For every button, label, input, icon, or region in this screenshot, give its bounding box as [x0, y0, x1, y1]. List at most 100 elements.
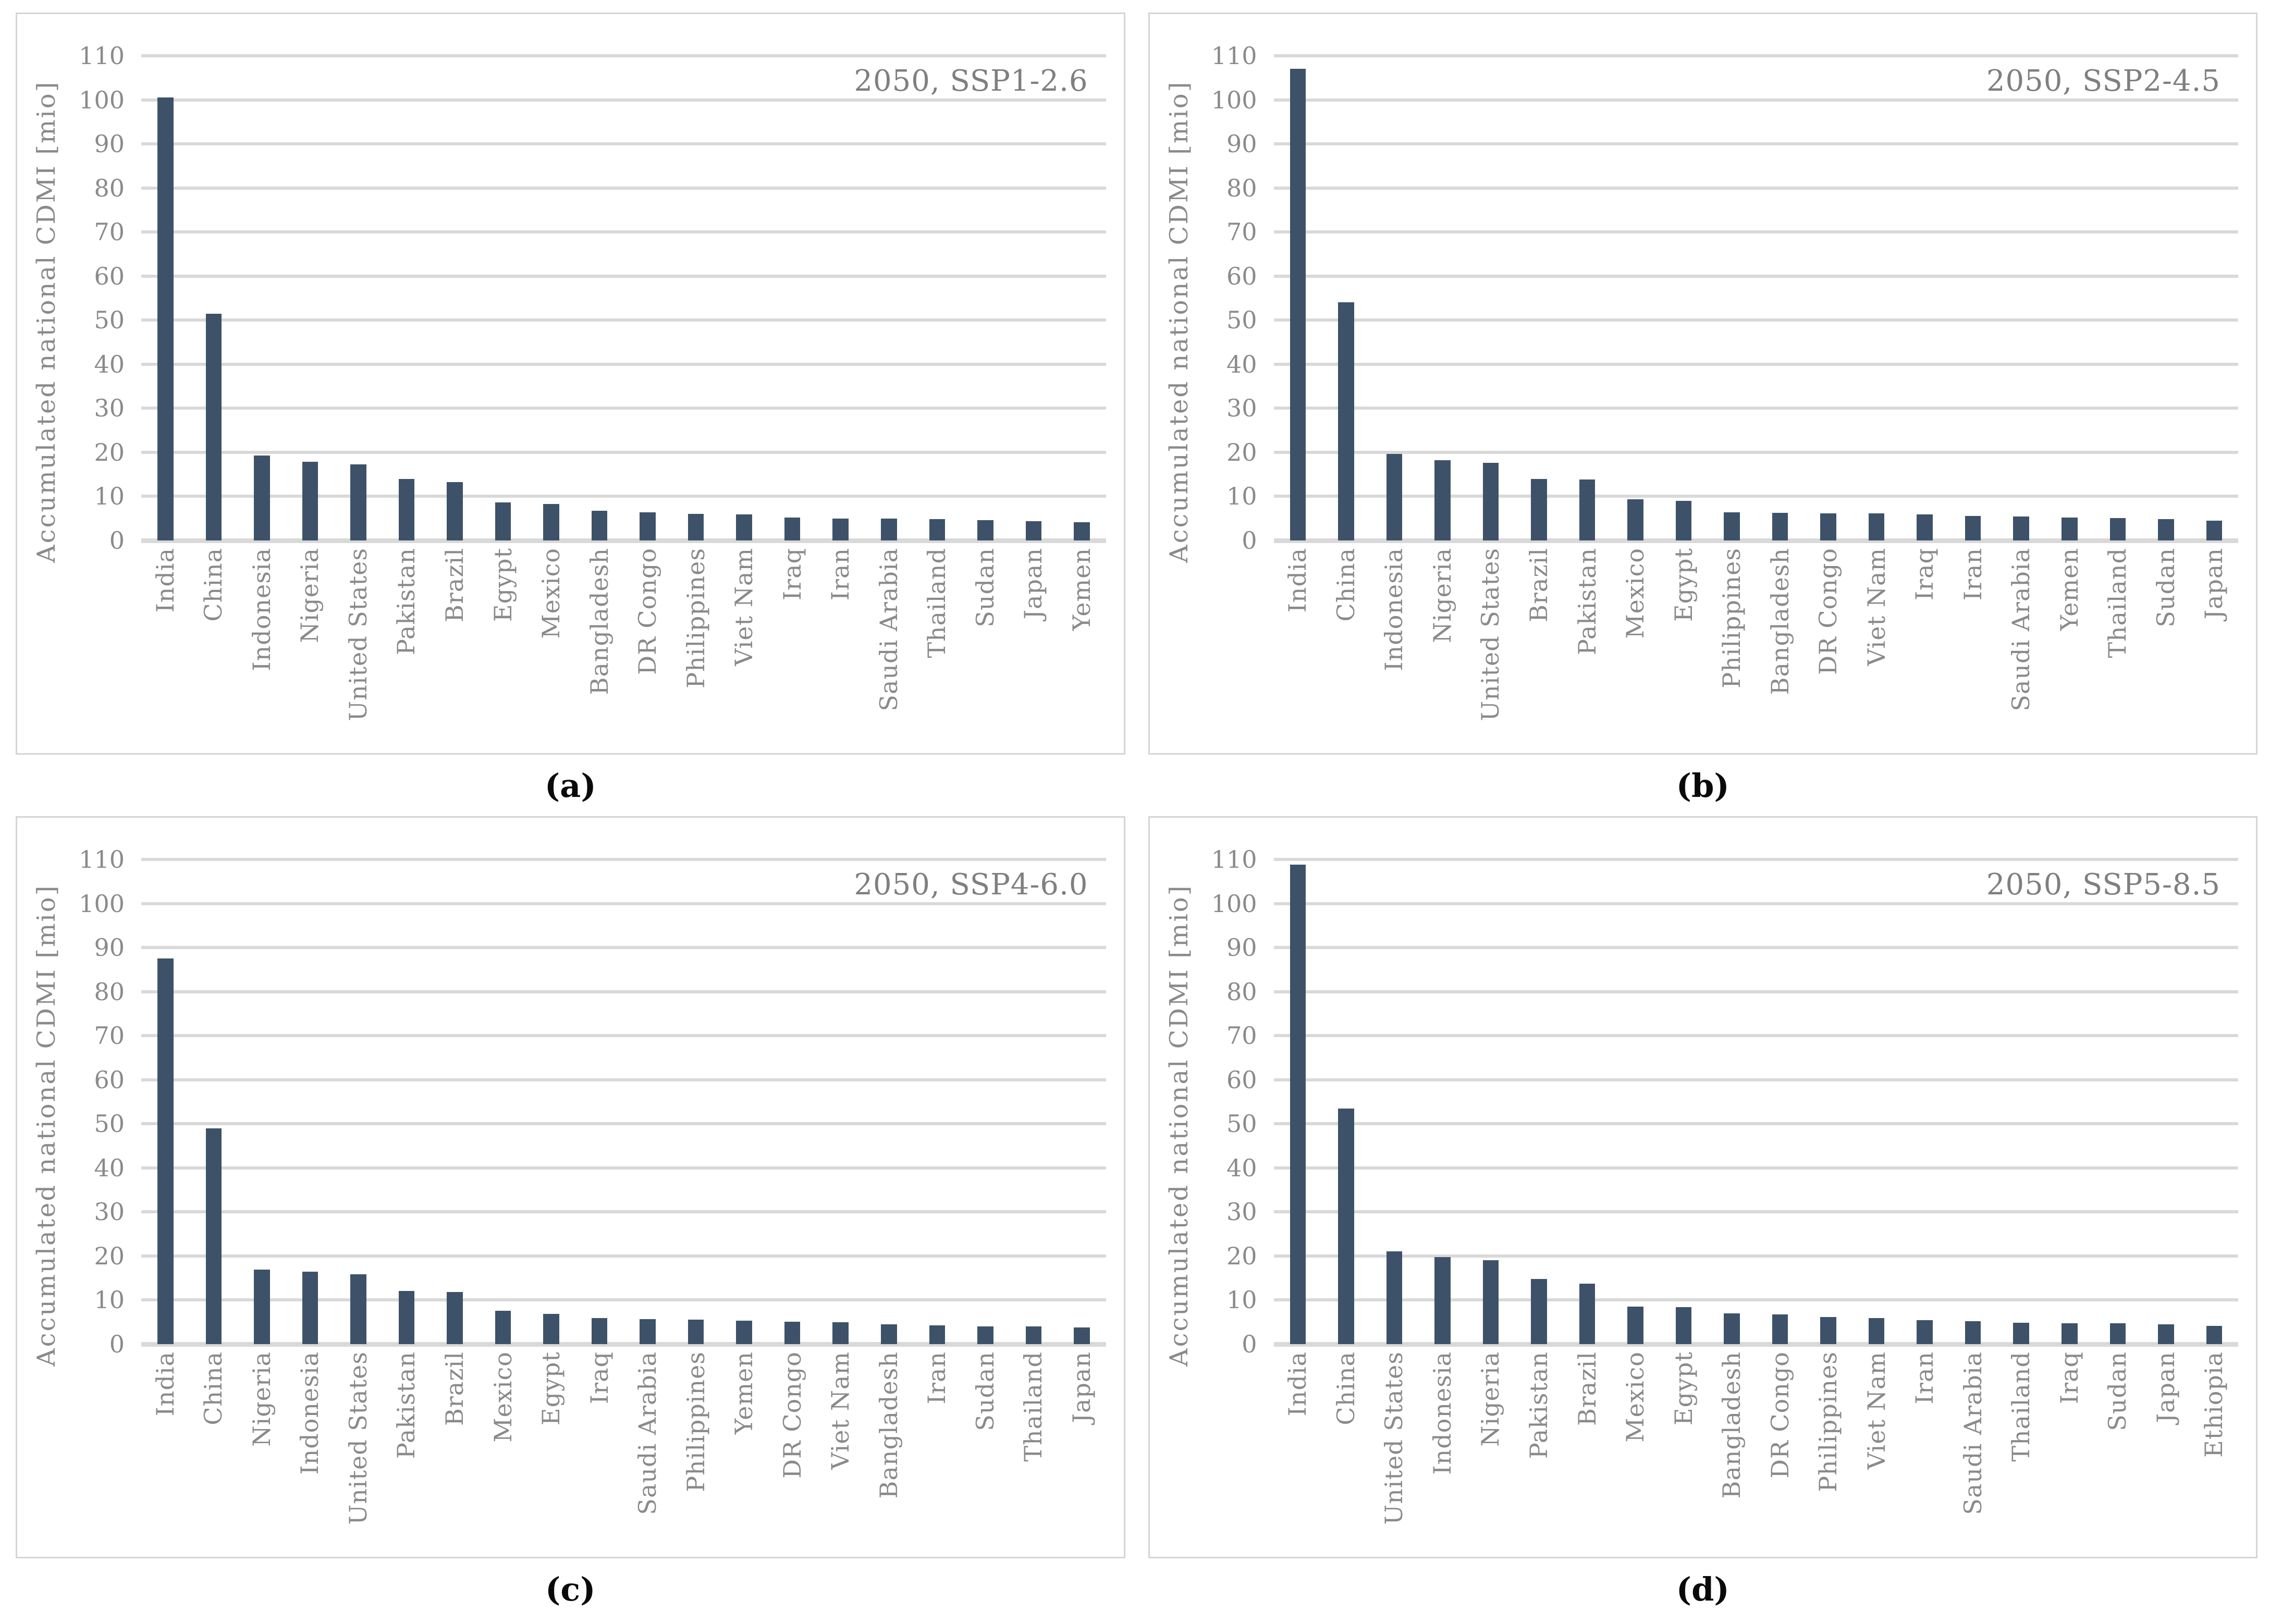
- bar-United States: [350, 1274, 366, 1344]
- bar-Saudi Arabia: [1965, 1321, 1981, 1344]
- x-slot: Bangladesh: [865, 1344, 913, 1551]
- bars: [141, 56, 1106, 540]
- gridline-30: [1273, 407, 2238, 410]
- x-category-label: Ethiopia: [2200, 1351, 2228, 1458]
- x-category-label: Nigeria: [1476, 1351, 1505, 1447]
- x-category-label: Thailand: [923, 548, 951, 658]
- bar-slot-Yemen: [2045, 56, 2094, 540]
- bar-slot-Pakistan: [1563, 56, 1612, 540]
- x-slot: Thailand: [2094, 540, 2142, 747]
- gridline-60: [141, 274, 1106, 278]
- x-category-label: United States: [343, 1351, 372, 1525]
- bar-Thailand: [2013, 1322, 2029, 1344]
- y-tick-label: 30: [94, 394, 125, 423]
- bar-Brazil: [447, 1292, 463, 1344]
- x-category-label: India: [151, 548, 179, 613]
- bar-Iraq: [591, 1318, 608, 1344]
- bar-slot-India: [141, 859, 190, 1344]
- x-category-label: Nigeria: [1428, 548, 1456, 643]
- x-category-label: China: [1331, 1351, 1360, 1425]
- y-tick-label: 70: [94, 1022, 125, 1050]
- bar-slot-Sudan: [2094, 859, 2142, 1344]
- x-category-label: Mexico: [488, 1351, 517, 1443]
- x-axis-labels: India China Indonesia Nigeria United States B…: [1274, 540, 2239, 747]
- x-category-label: United States: [1380, 1351, 1408, 1525]
- x-slot: India: [1274, 540, 1322, 747]
- bar-Nigeria: [1434, 460, 1451, 540]
- y-tick-label: 80: [1226, 174, 1257, 202]
- y-tick-label: 100: [1211, 889, 1257, 918]
- bar-Brazil: [447, 482, 463, 540]
- panel-cell-b: Accumulated national CDMI [mio] 110 100 90 8…: [1148, 13, 2257, 816]
- bar-slot-Brazil: [431, 56, 479, 540]
- gridline-110: [1273, 54, 2238, 57]
- bar-slot-DR Congo: [623, 56, 672, 540]
- bar-Sudan: [977, 520, 993, 540]
- bar-Indonesia: [1386, 454, 1403, 540]
- x-slot: Ethiopia: [2190, 1344, 2239, 1551]
- x-category-label: China: [199, 548, 228, 622]
- y-tick-label: 110: [1211, 42, 1257, 70]
- gridline-110: [141, 54, 1106, 57]
- gridline-80: [141, 186, 1106, 190]
- bar-slot-Nigeria: [286, 56, 335, 540]
- bar-slot-Thailand: [1997, 859, 2045, 1344]
- x-category-label: China: [199, 1351, 228, 1425]
- bar-Philippines: [1820, 1317, 1836, 1344]
- bar-slot-Mexico: [1611, 859, 1660, 1344]
- bar-Philippines: [688, 514, 704, 540]
- y-tick-label: 60: [1226, 262, 1257, 290]
- y-tick-label: 70: [1226, 218, 1257, 247]
- x-category-label: India: [1283, 1351, 1312, 1417]
- x-category-label: Indonesia: [247, 548, 276, 671]
- y-tick-label: 110: [79, 42, 125, 70]
- x-category-label: Thailand: [2103, 548, 2132, 658]
- y-tick-label: 50: [94, 1110, 125, 1138]
- bar-slot-Iran: [1949, 56, 1997, 540]
- y-tick-label: 70: [1226, 1022, 1257, 1050]
- panel-caption-b: (b): [1676, 766, 1729, 805]
- x-slot: Viet Nam: [720, 540, 768, 747]
- panel-caption-c: (c): [545, 1570, 596, 1608]
- x-slot: Indonesia: [238, 540, 286, 747]
- x-category-label: Japan: [1019, 548, 1048, 620]
- bar-Viet Nam: [1868, 513, 1885, 540]
- bar-slot-India: [141, 56, 190, 540]
- bar-slot-Iran: [1900, 859, 1949, 1344]
- y-tick-label: 40: [1226, 1153, 1257, 1182]
- x-slot: Iran: [1900, 1344, 1949, 1551]
- bar-slot-Japan: [2142, 859, 2190, 1344]
- gridline-50: [141, 1122, 1106, 1126]
- y-tick-label: 80: [94, 977, 125, 1006]
- panel-title: 2050, SSP2-4.5: [1986, 64, 2220, 98]
- bar-Thailand: [2109, 518, 2126, 540]
- bar-slot-Yemen: [1058, 56, 1106, 540]
- x-slot: Nigeria: [1467, 1344, 1515, 1551]
- bar-slot-China: [1322, 56, 1370, 540]
- bar-India: [1290, 865, 1306, 1344]
- y-tick-label: 80: [94, 174, 125, 202]
- x-slot: Iraq: [575, 1344, 624, 1551]
- x-category-label: United States: [343, 548, 372, 721]
- x-slot: Saudi Arabia: [623, 1344, 672, 1551]
- x-slot: United States: [334, 540, 383, 747]
- bar-Yemen: [736, 1321, 752, 1344]
- bar-Pakistan: [398, 1290, 415, 1344]
- bar-slot-Thailand: [913, 56, 962, 540]
- gridline-80: [1273, 990, 2238, 993]
- bar-slot-Iraq: [2045, 859, 2094, 1344]
- y-tick-label: 30: [1226, 1198, 1257, 1226]
- x-slot: Iran: [1949, 540, 1997, 747]
- x-axis-labels: India China United States Indonesia Nigeria P…: [1274, 1344, 2239, 1551]
- y-tick-label: 80: [1226, 977, 1257, 1006]
- x-slot: Nigeria: [238, 1344, 286, 1551]
- bar-slot-Sudan: [961, 859, 1010, 1344]
- bar-slot-Egypt: [1660, 56, 1708, 540]
- bar-slot-Nigeria: [238, 859, 286, 1344]
- bar-slot-Brazil: [1563, 859, 1612, 1344]
- y-tick-label: 20: [94, 1241, 125, 1270]
- gridline-0: [1273, 1342, 2238, 1347]
- bar-slot-Philippines: [672, 56, 720, 540]
- x-slot: Philippines: [672, 540, 720, 747]
